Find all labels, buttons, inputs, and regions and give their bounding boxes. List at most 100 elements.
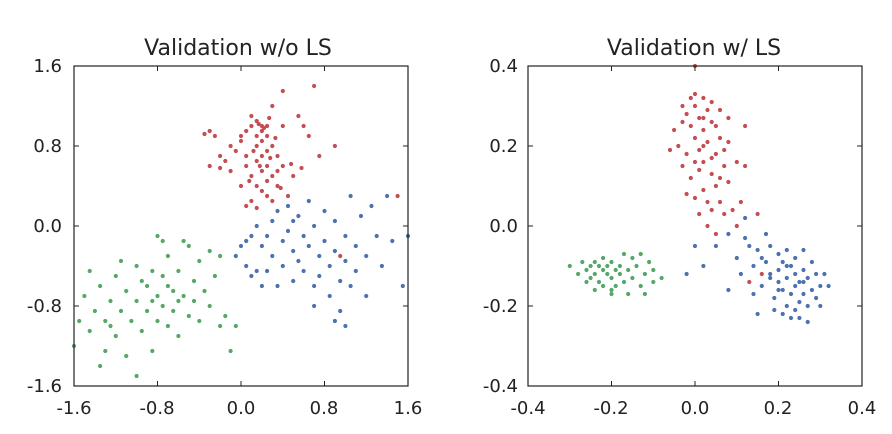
scatter-point [701, 159, 706, 165]
scatter-point [228, 348, 233, 354]
scatter-point [717, 199, 723, 205]
scatter-point [238, 183, 244, 189]
scatter-point [191, 298, 197, 304]
scatter-point [713, 243, 719, 249]
scatter-point [680, 103, 685, 109]
scatter-point [743, 235, 748, 241]
scatter-point [784, 303, 789, 309]
scatter-point [784, 275, 789, 281]
scatter-point [797, 315, 802, 321]
scatter-point [772, 295, 777, 301]
scatter-point [788, 315, 794, 321]
scatter-point [265, 163, 270, 169]
scatter-point [296, 213, 301, 219]
scatter-point [709, 119, 714, 125]
scatter-point [738, 199, 744, 205]
scatter-point [145, 283, 150, 289]
scatter-point [705, 199, 710, 205]
scatter-point [103, 348, 108, 354]
scatter-point [233, 253, 238, 259]
scatter-point [332, 218, 337, 224]
scatter-point [609, 287, 614, 293]
scatter-point [801, 267, 806, 273]
scatter-point [312, 223, 317, 229]
scatter-point [259, 168, 264, 174]
scatter-point [275, 168, 280, 174]
scatter-point [259, 283, 264, 289]
scatter-point [265, 178, 270, 184]
scatter-point [814, 295, 819, 301]
scatter-point [249, 233, 254, 239]
x-tick-label: 0.0 [227, 398, 256, 419]
scatter-point [291, 173, 296, 179]
scatter-point [701, 143, 706, 149]
scatter-point [680, 119, 685, 125]
scatter-point [249, 113, 254, 119]
scatter-point [609, 275, 614, 281]
scatter-point [254, 205, 259, 211]
scatter-point [155, 233, 160, 239]
y-axis: 1.6 0.8 0.0 -0.8 -1.6 [27, 56, 62, 397]
scatter-point [596, 263, 602, 269]
scatter-point [605, 263, 610, 269]
scatter-point [400, 283, 405, 289]
scatter-point [638, 251, 643, 257]
scatter-point [747, 279, 752, 285]
scatter-point [249, 273, 254, 279]
scatter-point [697, 211, 702, 217]
scatter-point [197, 318, 202, 324]
scatter-point [601, 283, 606, 289]
scatter-point [801, 279, 806, 285]
scatter-point [113, 333, 118, 339]
scatter-point [709, 99, 714, 105]
scatter-point [697, 147, 702, 153]
scatter-point [751, 291, 756, 297]
scatter-point [692, 103, 698, 109]
scatter-point [638, 283, 643, 289]
scatter-point [275, 208, 280, 214]
scatter-point [207, 303, 212, 309]
scatter-point [743, 163, 748, 169]
scatter-point [265, 193, 270, 199]
scatter-point [338, 253, 343, 259]
y-tick-label: -0.8 [27, 296, 62, 317]
scatter-point [793, 255, 798, 261]
scatter-point [160, 273, 165, 279]
scatter-point [228, 143, 233, 149]
scatter-point [717, 175, 723, 181]
scatter-point [793, 307, 798, 313]
scatter-point [296, 258, 301, 264]
scatter-point [207, 248, 212, 254]
scatter-point [772, 307, 777, 313]
scatter-point [92, 308, 97, 314]
scatter-point [259, 243, 264, 249]
scatter-point [257, 163, 262, 169]
scatter-point [327, 263, 332, 269]
scatter-point [150, 298, 155, 304]
scatter-point [768, 271, 773, 277]
scatter-point [634, 263, 639, 269]
scatter-point [713, 123, 719, 129]
scatter-point [259, 153, 264, 159]
scatter-point [301, 268, 306, 274]
scatter-point [647, 259, 652, 265]
scatter-point [621, 279, 627, 285]
scatter-point [705, 139, 710, 145]
scatter-point [265, 233, 270, 239]
scatter-point [609, 291, 614, 297]
scatter-point [244, 238, 249, 244]
scatter-point [254, 133, 259, 139]
scatter-point [254, 143, 259, 149]
scatter-point [87, 328, 92, 334]
scatter-point [801, 247, 806, 253]
scatter-point [289, 161, 294, 167]
scatter-point [642, 291, 648, 297]
scatter-point [805, 303, 810, 309]
scatter-point [129, 318, 134, 324]
scatter-point [768, 243, 773, 249]
scatter-point [667, 147, 673, 153]
scatter-point [697, 167, 702, 173]
scatter-point [228, 168, 233, 174]
scatter-point [77, 318, 82, 324]
